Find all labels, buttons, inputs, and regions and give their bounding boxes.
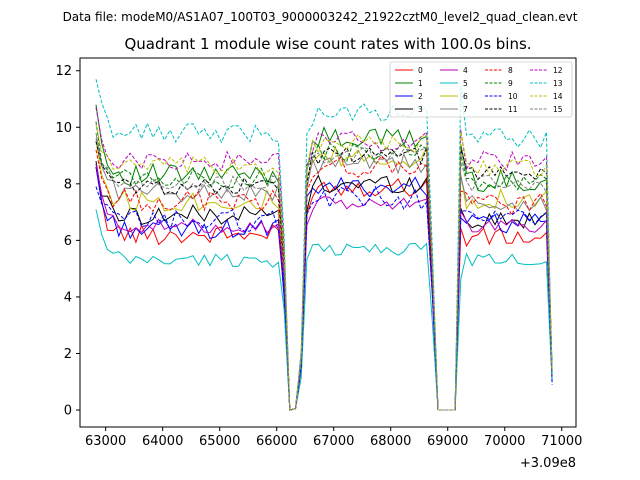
legend-label-12: 12 [553,66,563,75]
legend-label-5: 5 [463,79,468,88]
plot-area [95,79,553,411]
x-tick-label: 70000 [484,434,525,449]
y-tick-label: 2 [64,347,72,362]
x-tick-label: 69000 [427,434,468,449]
series-line-0 [95,166,553,411]
x-tick-label: 65000 [199,434,240,449]
legend-label-4: 4 [463,66,468,75]
y-tick-label: 10 [55,121,72,136]
x-tick-label: 66000 [256,434,297,449]
series-line-1 [95,104,553,411]
y-tick-label: 12 [55,64,72,79]
series-line-12 [95,107,553,411]
x-offset-label: +3.09e8 [520,456,576,471]
series-line-5 [95,209,553,411]
legend-box [389,61,573,118]
series-line-6 [95,141,553,411]
y-tick-label: 4 [64,290,72,305]
legend-label-15: 15 [553,105,563,114]
legend-label-1: 1 [418,79,423,88]
legend-label-2: 2 [418,92,423,101]
x-tick-label: 71000 [541,434,582,449]
legend-label-3: 3 [418,105,423,114]
series-line-8 [95,149,553,411]
legend-label-13: 13 [553,79,563,88]
y-tick-label: 0 [64,404,72,419]
suptitle: Data file: modeM0/AS1A07_100T03_90000032… [63,10,578,24]
legend-label-8: 8 [508,66,513,75]
legend-label-14: 14 [553,92,563,101]
series-line-11 [95,141,553,411]
y-tick-label: 8 [64,177,72,192]
legend-label-11: 11 [508,105,518,114]
axes-frame [79,57,577,428]
y-tick-label: 6 [64,234,72,249]
legend-label-6: 6 [463,92,468,101]
x-tick-label: 67000 [313,434,354,449]
series-line-14 [95,124,553,411]
x-tick-label: 68000 [370,434,411,449]
y-axis: 0 2 4 6 8 10 12 [55,64,80,419]
x-tick-label: 64000 [142,434,183,449]
legend-label-9: 9 [508,79,513,88]
series-line-3 [95,161,553,411]
x-tick-label: 63000 [85,434,126,449]
series-line-15 [95,138,553,411]
legend-label-0: 0 [418,66,423,75]
series-line-4 [95,163,553,411]
series-line-13 [95,79,553,411]
chart-title: Quadrant 1 module wise count rates with … [124,35,531,53]
series-line-2 [95,166,553,411]
legend-label-10: 10 [508,92,518,101]
x-axis: 63000 64000 65000 66000 67000 68000 69000 70000… [85,427,582,449]
series-line-10 [95,185,553,411]
series-line-9 [95,121,553,411]
series-line-7 [95,132,553,411]
legend-label-7: 7 [463,105,468,114]
